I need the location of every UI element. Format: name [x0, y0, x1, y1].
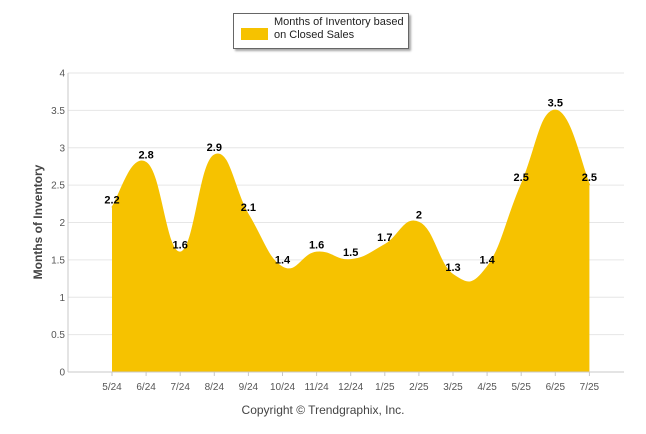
x-tick-label: 5/24 [102, 382, 122, 393]
x-tick-label: 11/24 [304, 382, 329, 393]
x-tick-label: 3/25 [443, 382, 463, 393]
copyright-text: Copyright © Trendgraphix, Inc. [241, 403, 405, 417]
data-label: 1.3 [445, 262, 460, 274]
y-tick-label: 0 [59, 368, 65, 379]
data-label: 1.6 [173, 239, 188, 251]
y-tick-label: 2 [59, 218, 65, 229]
data-label: 1.4 [479, 254, 495, 266]
x-tick-label: 5/25 [511, 382, 531, 393]
y-tick-labels: 0 0.5 1 1.5 2 2.5 3 3.5 4 [51, 69, 65, 379]
y-tick-label: 4 [59, 69, 65, 80]
x-tick-label: 6/24 [136, 382, 156, 393]
axes [67, 73, 624, 373]
data-label: 2.5 [514, 172, 529, 184]
x-tick-label: 8/24 [205, 382, 225, 393]
y-tick-label: 3 [59, 143, 65, 154]
x-tick-label: 2/25 [409, 382, 429, 393]
x-tick-label: 7/24 [170, 382, 190, 393]
y-tick-label: 1 [59, 293, 65, 304]
data-label: 2.8 [138, 150, 153, 162]
x-tick-labels: 5/24 6/24 7/24 8/24 9/24 10/24 11/24 12/24 1/25 2… [102, 372, 600, 393]
data-label: 1.6 [309, 239, 324, 251]
legend-swatch [241, 28, 268, 40]
data-labels: 2.2 2.8 1.6 2.9 2.1 1.4 1.6 1.5 1.7 2 1.3 1.4 2.5 3.5… [104, 97, 597, 273]
data-label: 2.9 [207, 142, 222, 154]
x-tick-label: 9/24 [239, 382, 259, 393]
y-tick-label: 3.5 [51, 106, 65, 117]
data-label: 2.1 [241, 202, 256, 214]
x-tick-label: 10/24 [270, 382, 295, 393]
x-tick-label: 1/25 [375, 382, 395, 393]
y-tick-label: 1.5 [51, 255, 65, 266]
y-axis-title: Months of Inventory [31, 164, 45, 280]
x-tick-label: 7/25 [580, 382, 600, 393]
data-label: 1.4 [275, 254, 291, 266]
data-label: 3.5 [548, 97, 563, 109]
data-label: 1.7 [377, 232, 392, 244]
data-label: 1.5 [343, 247, 358, 259]
data-label: 2 [416, 210, 422, 222]
legend-label: Months of Inventory based on Closed Sale… [274, 16, 404, 41]
y-tick-label: 0.5 [51, 330, 65, 341]
x-tick-label: 6/25 [546, 382, 566, 393]
y-tick-label: 2.5 [51, 181, 65, 192]
x-tick-label: 12/24 [338, 382, 363, 393]
data-label: 2.2 [104, 195, 119, 207]
area-series [111, 109, 591, 372]
data-label: 2.5 [582, 172, 597, 184]
area-fill [112, 110, 590, 372]
legend[interactable]: Months of Inventory based on Closed Sale… [233, 13, 409, 49]
x-tick-label: 4/25 [477, 382, 497, 393]
series-line [111, 109, 591, 283]
